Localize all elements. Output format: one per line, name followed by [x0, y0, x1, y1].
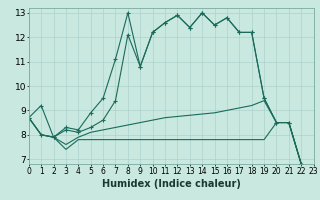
X-axis label: Humidex (Indice chaleur): Humidex (Indice chaleur) — [102, 179, 241, 189]
